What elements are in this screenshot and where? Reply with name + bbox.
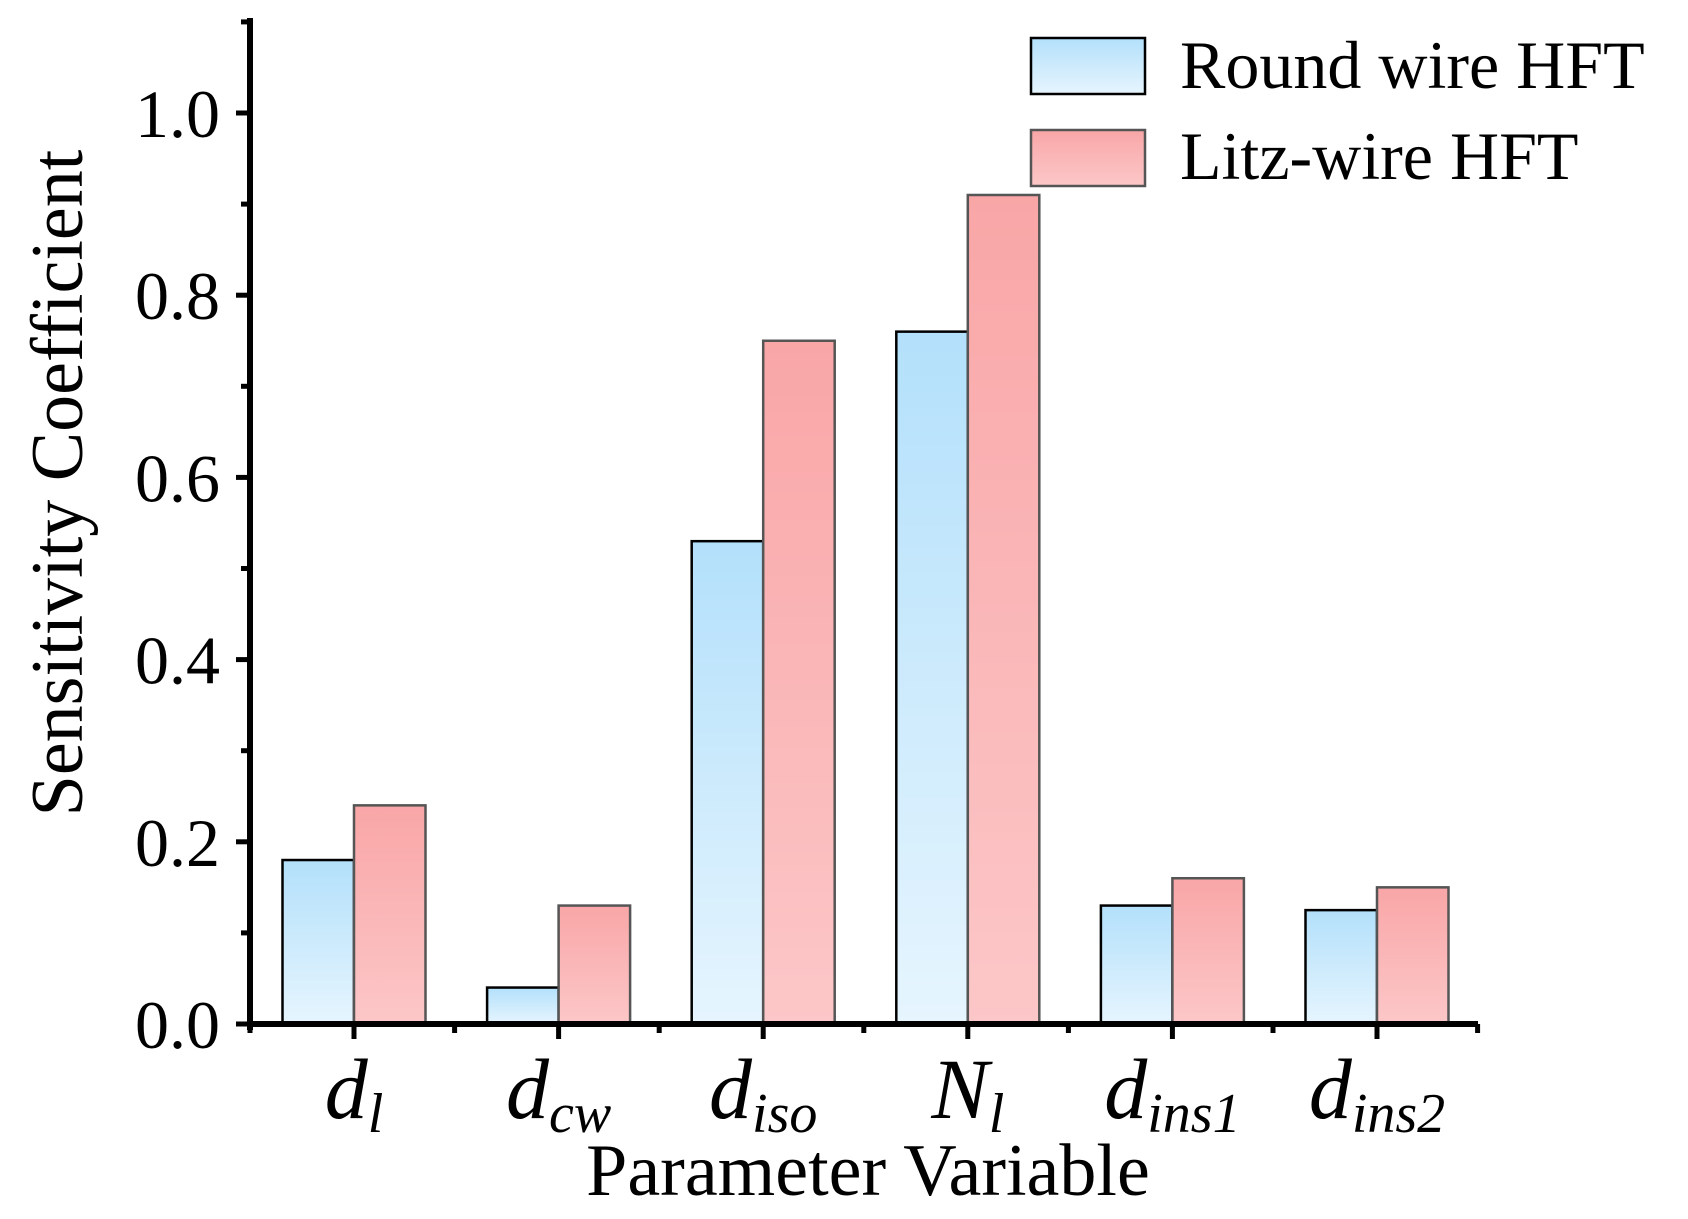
x-tick-label-base: d bbox=[1104, 1041, 1148, 1137]
legend: Round wire HFT Litz-wire HFT bbox=[1029, 27, 1645, 194]
y-tick-label: 0.8 bbox=[135, 258, 220, 334]
x-tick-label-subscript: cw bbox=[549, 1083, 611, 1145]
legend-swatch-litz-wire bbox=[1029, 128, 1147, 188]
x-tick-label-subscript: l bbox=[989, 1083, 1005, 1145]
x-tick-label-2: dcw bbox=[506, 1041, 611, 1145]
litz-wire-bar-3 bbox=[761, 339, 836, 1026]
y-tick-label: 0.4 bbox=[135, 623, 220, 699]
round-wire-bar-2 bbox=[485, 986, 560, 1026]
x-tick-label-base: d bbox=[709, 1041, 753, 1137]
y-axis: 0.0 0.2 0.4 0.6 0.8 1.0 bbox=[135, 18, 253, 1063]
x-tick-label-6: dins2 bbox=[1309, 1041, 1445, 1145]
x-tick-label-5: dins1 bbox=[1104, 1041, 1240, 1145]
y-tick-label: 0.2 bbox=[135, 805, 220, 881]
y-tick-label: 0.6 bbox=[135, 440, 220, 516]
x-tick-label-3: diso bbox=[709, 1041, 817, 1145]
x-axis-label: Parameter Variable bbox=[586, 1130, 1150, 1212]
round-wire-bar-5 bbox=[1099, 904, 1174, 1026]
litz-wire-bar-4 bbox=[966, 193, 1041, 1026]
x-axis: dl dcw diso Nl dins1 dins2 bbox=[247, 1021, 1481, 1145]
x-tick-label-4: Nl bbox=[930, 1041, 1004, 1145]
legend-label-round-wire: Round wire HFT bbox=[1180, 27, 1645, 103]
x-tick-label-subscript: iso bbox=[752, 1083, 817, 1145]
x-tick-label-subscript: l bbox=[368, 1083, 384, 1145]
round-wire-bar-4 bbox=[895, 330, 970, 1026]
y-axis-label: Sensitivity Coefficient bbox=[17, 149, 99, 816]
litz-wire-bar-6 bbox=[1375, 886, 1450, 1026]
x-tick-label-base: d bbox=[506, 1041, 550, 1137]
litz-wire-bar-2 bbox=[557, 904, 632, 1026]
legend-label-litz-wire: Litz-wire HFT bbox=[1180, 118, 1578, 194]
round-wire-bar-6 bbox=[1304, 908, 1379, 1026]
litz-wire-bar-1 bbox=[352, 804, 427, 1026]
y-tick-label: 1.0 bbox=[135, 76, 220, 152]
x-tick-label-base: d bbox=[325, 1041, 369, 1137]
x-tick-label-base: d bbox=[1309, 1041, 1353, 1137]
x-tick-label-subscript: ins2 bbox=[1352, 1083, 1445, 1145]
x-tick-label-subscript: ins1 bbox=[1147, 1083, 1240, 1145]
litz-wire-bar-5 bbox=[1171, 876, 1246, 1026]
y-tick-label: 0.0 bbox=[135, 987, 220, 1063]
bars-group bbox=[281, 193, 1450, 1026]
x-tick-label-base: N bbox=[930, 1041, 993, 1137]
legend-swatch-round-wire bbox=[1029, 36, 1147, 96]
round-wire-bar-3 bbox=[690, 539, 765, 1026]
round-wire-bar-1 bbox=[281, 858, 356, 1026]
x-tick-label-1: dl bbox=[325, 1041, 384, 1145]
